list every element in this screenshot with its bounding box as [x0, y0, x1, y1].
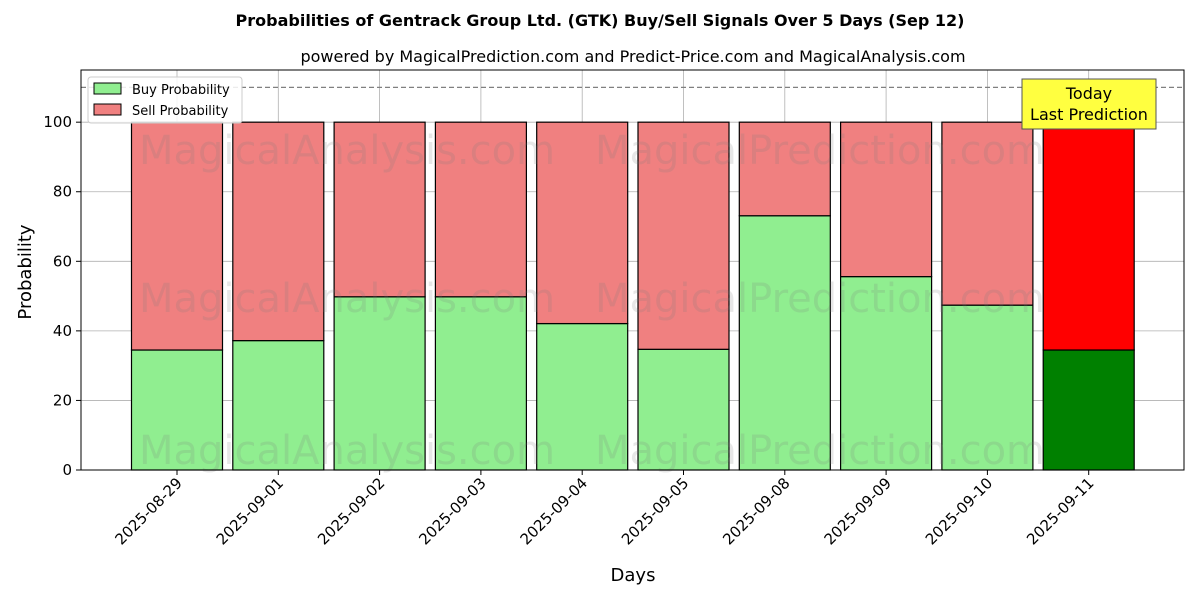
- x-axis-label: Days: [611, 565, 656, 586]
- buy-bar: [738, 215, 831, 471]
- legend-label-sell: Sell Probability: [132, 104, 229, 119]
- y-tick-label: 60: [53, 252, 72, 270]
- sell-bar: [434, 121, 527, 298]
- y-tick-label: 40: [53, 322, 72, 340]
- y-tick-label: 80: [53, 183, 72, 201]
- buy-bar: [1042, 349, 1135, 471]
- x-tick-label: 2025-09-10: [922, 474, 996, 548]
- x-tick-label: 2025-09-04: [517, 474, 591, 548]
- chart-title: Probabilities of Gentrack Group Ltd. (GT…: [236, 11, 965, 30]
- legend-label-buy: Buy Probability: [132, 83, 230, 98]
- y-tick-label: 20: [53, 391, 72, 409]
- buy-bar: [637, 348, 730, 471]
- buy-bar: [839, 276, 933, 471]
- x-tick-label: 2025-09-09: [821, 474, 895, 548]
- y-tick-label: 100: [43, 113, 72, 131]
- x-tick-label: 2025-09-05: [618, 474, 692, 548]
- x-tick-label: 2025-09-01: [213, 474, 287, 548]
- watermark-text: MagicalAnalysis.com: [139, 128, 555, 174]
- x-tick-label: 2025-09-02: [314, 474, 388, 548]
- sell-bar: [637, 121, 730, 350]
- today-label: Today: [1065, 84, 1112, 103]
- watermark-text: MagicalPrediction.com: [595, 276, 1045, 322]
- y-axis-label: Probability: [15, 224, 36, 319]
- sell-bar: [839, 121, 933, 278]
- watermarks: MagicalAnalysis.com MagicalPrediction.com…: [139, 128, 1045, 474]
- sell-bar: [232, 121, 325, 342]
- watermark-text: MagicalAnalysis.com: [139, 276, 555, 322]
- today-annotation: Today Last Prediction: [1021, 78, 1157, 130]
- x-tick-label: 2025-09-08: [719, 474, 793, 548]
- legend-swatch-sell: [93, 103, 122, 116]
- chart-subtitle: powered by MagicalPrediction.com and Pre…: [300, 47, 965, 66]
- sell-bar: [1042, 121, 1135, 351]
- watermark-text: MagicalPrediction.com: [595, 128, 1045, 174]
- legend-box: [87, 76, 243, 124]
- buy-bar: [333, 296, 426, 471]
- y-tick-label: 0: [62, 461, 72, 479]
- bars: [130, 121, 1135, 471]
- legend-swatch-buy: [93, 82, 122, 95]
- today-box: [1021, 78, 1157, 130]
- sell-bar: [941, 121, 1034, 306]
- buy-bar: [536, 322, 629, 471]
- watermark-text: MagicalAnalysis.com: [139, 428, 555, 474]
- sell-bar: [738, 121, 831, 217]
- watermark-text: MagicalPrediction.com: [595, 428, 1045, 474]
- buy-bar: [941, 304, 1034, 471]
- sell-bar: [536, 121, 629, 325]
- x-tick-label: 2025-08-29: [111, 474, 185, 548]
- x-tick-label: 2025-09-03: [415, 474, 489, 548]
- sell-bar: [130, 121, 224, 351]
- x-tick-label: 2025-09-11: [1023, 474, 1097, 548]
- sell-bar: [333, 121, 426, 298]
- legend: Buy Probability Sell Probability: [87, 76, 243, 124]
- plot-frame: [80, 69, 1185, 471]
- buy-bar: [130, 349, 224, 471]
- buy-bar: [434, 296, 527, 471]
- last-prediction-label: Last Prediction: [1030, 105, 1148, 124]
